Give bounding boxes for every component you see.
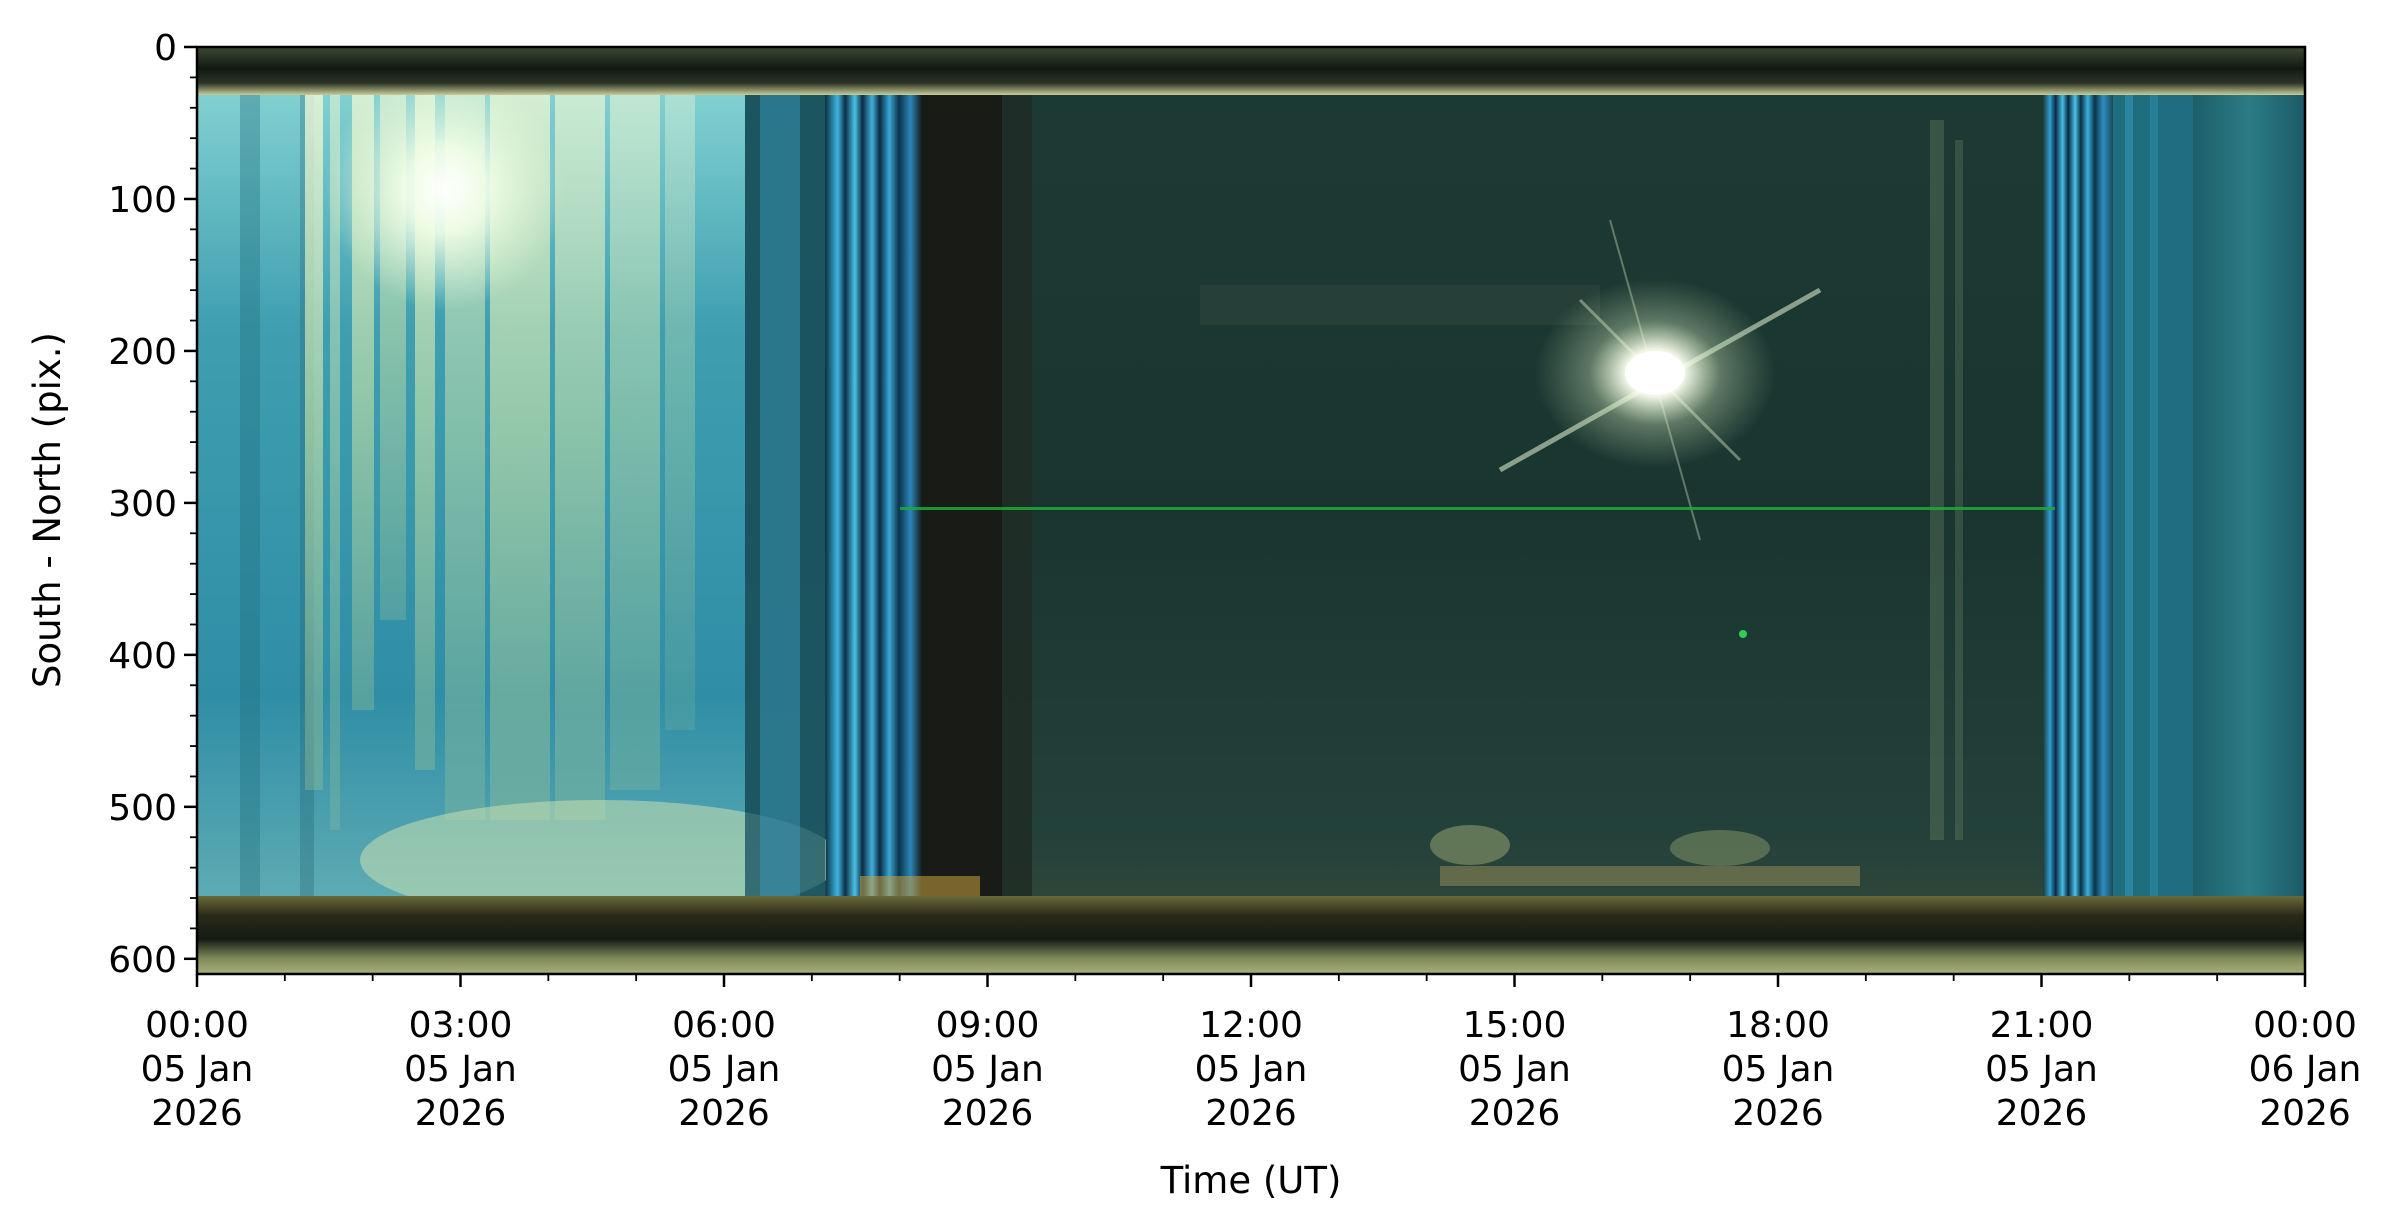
x-tick-label-line2: 05 Jan bbox=[1985, 1049, 2098, 1090]
x-tick-label-line1: 00:00 bbox=[2253, 1005, 2357, 1046]
x-tick-label-line1: 03:00 bbox=[409, 1005, 513, 1046]
x-axis-label: Time (UT) bbox=[1160, 1159, 1342, 1202]
x-tick-label-line1: 09:00 bbox=[936, 1005, 1040, 1046]
x-tick-label-line2: 06 Jan bbox=[2249, 1049, 2362, 1090]
x-tick-label-line2: 05 Jan bbox=[1722, 1049, 1835, 1090]
x-tick-label-line2: 05 Jan bbox=[931, 1049, 1044, 1090]
y-axis: 0 100 200 300 400 500 600 bbox=[108, 28, 197, 981]
x-tick-label-line1: 15:00 bbox=[1463, 1005, 1567, 1046]
y-tick-label: 400 bbox=[108, 636, 177, 677]
x-tick-label-line2: 05 Jan bbox=[141, 1049, 254, 1090]
x-tick-label-line1: 12:00 bbox=[1199, 1005, 1303, 1046]
x-tick-label-line3: 2026 bbox=[942, 1093, 1034, 1134]
x-tick-label-line2: 05 Jan bbox=[1458, 1049, 1571, 1090]
y-tick-label: 300 bbox=[108, 484, 177, 525]
y-tick-label: 0 bbox=[154, 28, 177, 69]
x-tick-label-line1: 21:00 bbox=[1990, 1005, 2094, 1046]
x-tick-label-line3: 2026 bbox=[151, 1093, 243, 1134]
x-tick-label-line1: 18:00 bbox=[1726, 1005, 1830, 1046]
x-tick-label-line1: 00:00 bbox=[145, 1005, 249, 1046]
sun-glare bbox=[1498, 219, 1822, 541]
y-tick-label: 500 bbox=[108, 788, 177, 829]
x-tick-label-line3: 2026 bbox=[2259, 1093, 2351, 1134]
x-tick-label-line3: 2026 bbox=[1469, 1093, 1561, 1134]
x-tick-label-line1: 06:00 bbox=[672, 1005, 776, 1046]
x-tick-label-line2: 05 Jan bbox=[404, 1049, 517, 1090]
x-tick-label-line3: 2026 bbox=[415, 1093, 507, 1134]
x-tick-label-line2: 05 Jan bbox=[668, 1049, 781, 1090]
x-tick-label-line3: 2026 bbox=[1732, 1093, 1824, 1134]
y-tick-label: 600 bbox=[108, 940, 177, 981]
keogram-image bbox=[197, 47, 2305, 974]
y-tick-label: 100 bbox=[108, 180, 177, 221]
y-axis-label: South - North (pix.) bbox=[26, 332, 69, 688]
y-tick-label: 200 bbox=[108, 332, 177, 373]
x-tick-label-line2: 05 Jan bbox=[1195, 1049, 1308, 1090]
x-tick-label-line3: 2026 bbox=[678, 1093, 770, 1134]
x-tick-label-line3: 2026 bbox=[1996, 1093, 2088, 1134]
x-tick-label-line3: 2026 bbox=[1205, 1093, 1297, 1134]
